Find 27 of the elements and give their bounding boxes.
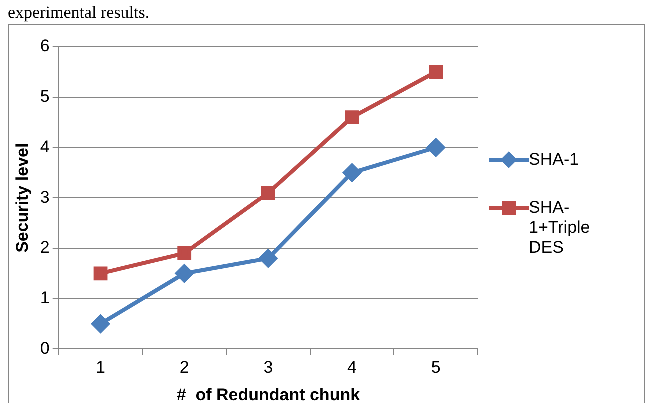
x-tick-label: 5 [431,358,441,378]
text: experimental results. [8,3,150,22]
x-tick-label: 3 [264,358,274,378]
y-tick-label: 1 [40,288,50,308]
point [176,264,194,283]
point [427,138,446,157]
legend-label: SHA-1+Triple DES [529,198,592,258]
point [92,315,110,334]
x-tick-label: 4 [348,358,357,378]
y-tick-label: 2 [40,238,50,258]
point [94,266,108,281]
y-axis-title: Security level [12,143,32,253]
x-tick-label: 1 [96,358,106,378]
point [429,65,444,80]
point [345,110,360,124]
point [259,250,278,268]
y-tick-label: 6 [40,36,50,56]
point [343,164,362,182]
legend-label: SHA-1 [529,150,580,170]
y-tick-label: 3 [40,188,50,207]
y-tick-label: 0 [40,338,50,358]
x-axis-title: # of Redundant chunk [176,385,361,403]
x-tick-label: 2 [180,358,190,378]
point [178,246,192,260]
y-tick-label: 4 [40,137,50,156]
point [261,186,276,200]
y-tick-label: 5 [40,87,50,106]
